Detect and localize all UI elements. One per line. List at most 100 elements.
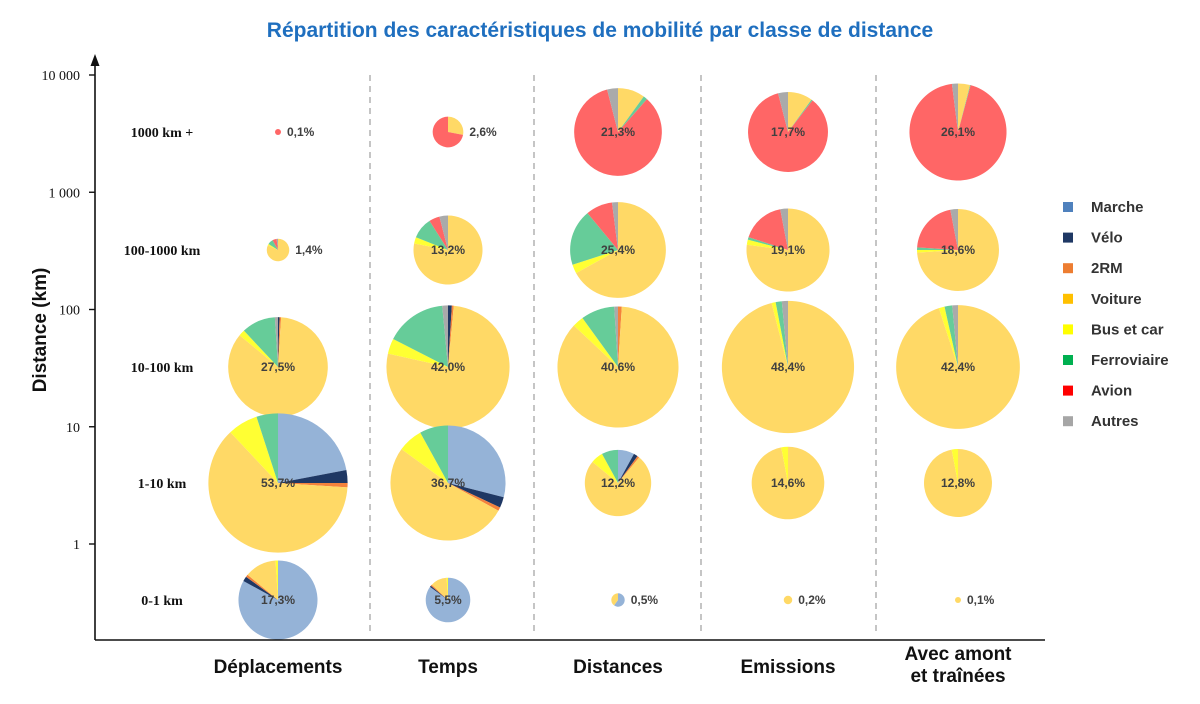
legend-swatch xyxy=(1063,232,1073,243)
pie-percent-label: 13,2% xyxy=(431,243,465,257)
pie-slice-voiture xyxy=(390,449,499,541)
column-separators xyxy=(369,75,877,634)
pie-slice-ferroviaire xyxy=(747,237,788,250)
pie-slice-avion xyxy=(587,202,618,250)
pie-slice-voiture xyxy=(751,446,825,520)
legend-item-marche: Marche xyxy=(1063,199,1144,216)
pie-slice-ferroviaire xyxy=(775,301,788,367)
legend-swatch xyxy=(1063,263,1073,274)
pie-percent-label: 48,4% xyxy=(771,360,805,374)
legend-swatch xyxy=(1063,355,1073,365)
pie-slice-ferroviaire xyxy=(917,247,958,250)
pie-slice-autres xyxy=(276,238,278,250)
pie-10-100-km-emissions xyxy=(721,300,855,434)
pie-slice-v-lo xyxy=(278,469,348,483)
pie-slice-voiture xyxy=(413,215,483,285)
column-label-avec-amont-et-tra-n-es: Avec amont et traînées xyxy=(905,644,1013,687)
pie-slice-voiture xyxy=(721,300,855,434)
pie-0-1-km-temps xyxy=(425,577,471,623)
pie-slice-ferroviaire xyxy=(618,96,647,132)
pie-slice-ferroviaire xyxy=(944,305,958,367)
row-label-1-10-km: 1-10 km xyxy=(138,477,187,492)
pie-slice-2rm xyxy=(430,584,448,600)
pie-slice-autres xyxy=(607,88,618,132)
y-axis-arrow xyxy=(90,54,100,66)
pie-percent-label: 53,7% xyxy=(261,476,295,490)
pie-percent-label: 0,1% xyxy=(287,125,315,139)
pie-slice-v-lo xyxy=(448,305,452,367)
pie-percent-label: 0,5% xyxy=(631,593,659,607)
pie-slice-marche xyxy=(278,413,347,483)
pie-slice-2rm xyxy=(618,456,640,483)
pie-slice-marche xyxy=(448,425,506,498)
pie-percent-label: 17,3% xyxy=(261,593,295,607)
pie-slice-bus-et-car xyxy=(746,239,788,250)
pie-slice-voiture xyxy=(386,305,510,429)
pie-slice-autres xyxy=(950,209,958,250)
pie-100-1000-km-emissions xyxy=(746,208,830,292)
legend-swatch xyxy=(1063,324,1073,335)
pie-slice-bus-et-car xyxy=(573,318,618,367)
pie-slice-bus-et-car xyxy=(387,339,448,367)
legend-item-autres: Autres xyxy=(1063,413,1139,430)
pie-slice-autres xyxy=(442,305,448,367)
pie-slice-bus-et-car xyxy=(781,446,788,483)
pie-percent-label: 0,2% xyxy=(798,593,826,607)
pie-slice-bus-et-car xyxy=(446,577,448,600)
pie-slice-bus-et-car xyxy=(592,453,618,483)
legend-item-avion: Avion xyxy=(1063,383,1132,400)
pie-slice-voiture xyxy=(896,305,1020,429)
pie-10-100-km-temps xyxy=(386,305,510,429)
legend-item-v-lo: Vélo xyxy=(1063,230,1123,247)
pie-percent-label: 19,1% xyxy=(771,243,805,257)
legend-swatch xyxy=(1063,202,1073,212)
legend-swatch xyxy=(1063,293,1073,304)
pie-1-10-km-distances xyxy=(584,449,652,517)
pie-slice-avion xyxy=(748,209,788,250)
pie-slice-v-lo xyxy=(243,576,278,600)
pie-slice-bus-et-car xyxy=(951,449,958,483)
pie-slice-voiture xyxy=(783,595,793,605)
pie-slice-voiture xyxy=(576,202,666,298)
y-tick-label: 10 xyxy=(66,421,80,436)
pie-slice-voiture xyxy=(788,92,812,132)
legend-label: Autres xyxy=(1091,413,1139,430)
distance-class-labels: 1000 km + 100-1000 km 10-100 km 1-10 km 0-1 … xyxy=(124,126,201,609)
pie-slice-ferroviaire xyxy=(420,425,448,483)
pie-slice-marche xyxy=(618,449,634,483)
pie-slice-ferroviaire xyxy=(602,449,618,483)
pie-slice-autres xyxy=(612,202,618,250)
legend: Marche Vélo 2RM Voiture Bus et car Ferroviair… xyxy=(1063,199,1169,430)
pie-percent-label: 12,2% xyxy=(601,476,635,490)
row-label-10-100-km: 10-100 km xyxy=(131,361,194,376)
pie-100-1000-km-temps xyxy=(413,215,483,285)
pie-percent-label: 1,4% xyxy=(295,243,323,257)
pie-slice-autres xyxy=(274,317,278,367)
pie-slice-bus-et-car xyxy=(230,416,278,483)
pie-slice-avion xyxy=(748,93,828,172)
pie-slice-v-lo xyxy=(618,453,638,483)
percent-labels: 0,1% 2,6% 21,3% 17,7% 26,1% 1,4% 13,2% 25,4% 19,… xyxy=(261,125,995,607)
pie-slice-voiture xyxy=(917,209,999,291)
legend-label: Voiture xyxy=(1091,291,1142,308)
pie-slice-marche xyxy=(425,577,471,623)
pie-1-10-km-avec-amont-et-tra-n-es xyxy=(923,449,992,517)
pie-percent-label: 40,6% xyxy=(601,360,635,374)
pie-0-1-km-distances xyxy=(611,593,625,607)
legend-label: Ferroviaire xyxy=(1091,352,1169,369)
column-label-emissions: Emissions xyxy=(740,657,835,678)
pie-slice-voiture xyxy=(557,306,679,428)
pie-percent-label: 12,8% xyxy=(941,476,975,490)
pie-slice-v-lo xyxy=(429,585,448,600)
pie-slice-2rm xyxy=(448,483,501,511)
legend-swatch xyxy=(1063,416,1073,427)
pie-slice-voiture xyxy=(208,432,348,553)
pie-slice-bus-et-car xyxy=(401,432,448,483)
pie-slice-bus-et-car xyxy=(938,306,958,367)
pie-slice-avion xyxy=(917,209,958,250)
pie-slice-voiture xyxy=(954,596,962,604)
chart-title: Répartition des caractéristiques de mobi… xyxy=(267,19,933,42)
pie-slice-v-lo xyxy=(278,317,280,367)
pie-0-1-km-avec-amont-et-tra-n-es xyxy=(954,596,962,604)
